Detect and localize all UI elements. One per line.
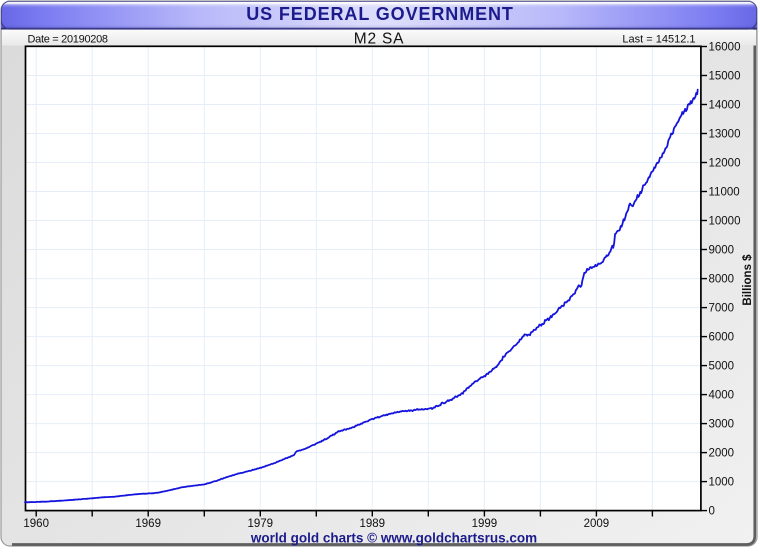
svg-text:US FEDERAL GOVERNMENT: US FEDERAL GOVERNMENT bbox=[246, 4, 514, 24]
svg-text:Last = 14512.1: Last = 14512.1 bbox=[622, 33, 695, 45]
svg-text:Billions $: Billions $ bbox=[742, 254, 754, 306]
svg-text:1000: 1000 bbox=[709, 477, 735, 489]
svg-text:1989: 1989 bbox=[360, 518, 386, 530]
svg-text:12000: 12000 bbox=[709, 158, 741, 170]
svg-text:15000: 15000 bbox=[709, 71, 741, 83]
svg-text:0: 0 bbox=[709, 506, 715, 518]
svg-text:8000: 8000 bbox=[709, 274, 735, 286]
svg-text:1969: 1969 bbox=[135, 518, 161, 530]
svg-text:10000: 10000 bbox=[709, 216, 741, 228]
svg-text:1999: 1999 bbox=[472, 518, 498, 530]
svg-text:7000: 7000 bbox=[709, 303, 735, 315]
svg-text:16000: 16000 bbox=[709, 42, 741, 54]
svg-text:Date = 20190208: Date = 20190208 bbox=[28, 33, 108, 45]
svg-text:2009: 2009 bbox=[584, 518, 610, 530]
svg-text:1960: 1960 bbox=[23, 518, 49, 530]
svg-text:14000: 14000 bbox=[709, 100, 741, 112]
svg-text:4000: 4000 bbox=[709, 390, 735, 402]
svg-text:9000: 9000 bbox=[709, 245, 735, 257]
svg-text:world gold charts © www.goldch: world gold charts © www.goldchartsrus.co… bbox=[250, 531, 537, 546]
svg-text:11000: 11000 bbox=[709, 187, 740, 199]
svg-text:13000: 13000 bbox=[709, 129, 741, 141]
svg-text:M2 SA: M2 SA bbox=[354, 31, 405, 48]
svg-text:2000: 2000 bbox=[709, 448, 735, 460]
svg-text:3000: 3000 bbox=[709, 419, 735, 431]
svg-text:5000: 5000 bbox=[709, 361, 735, 373]
svg-text:1979: 1979 bbox=[248, 518, 274, 530]
svg-text:6000: 6000 bbox=[709, 332, 735, 344]
